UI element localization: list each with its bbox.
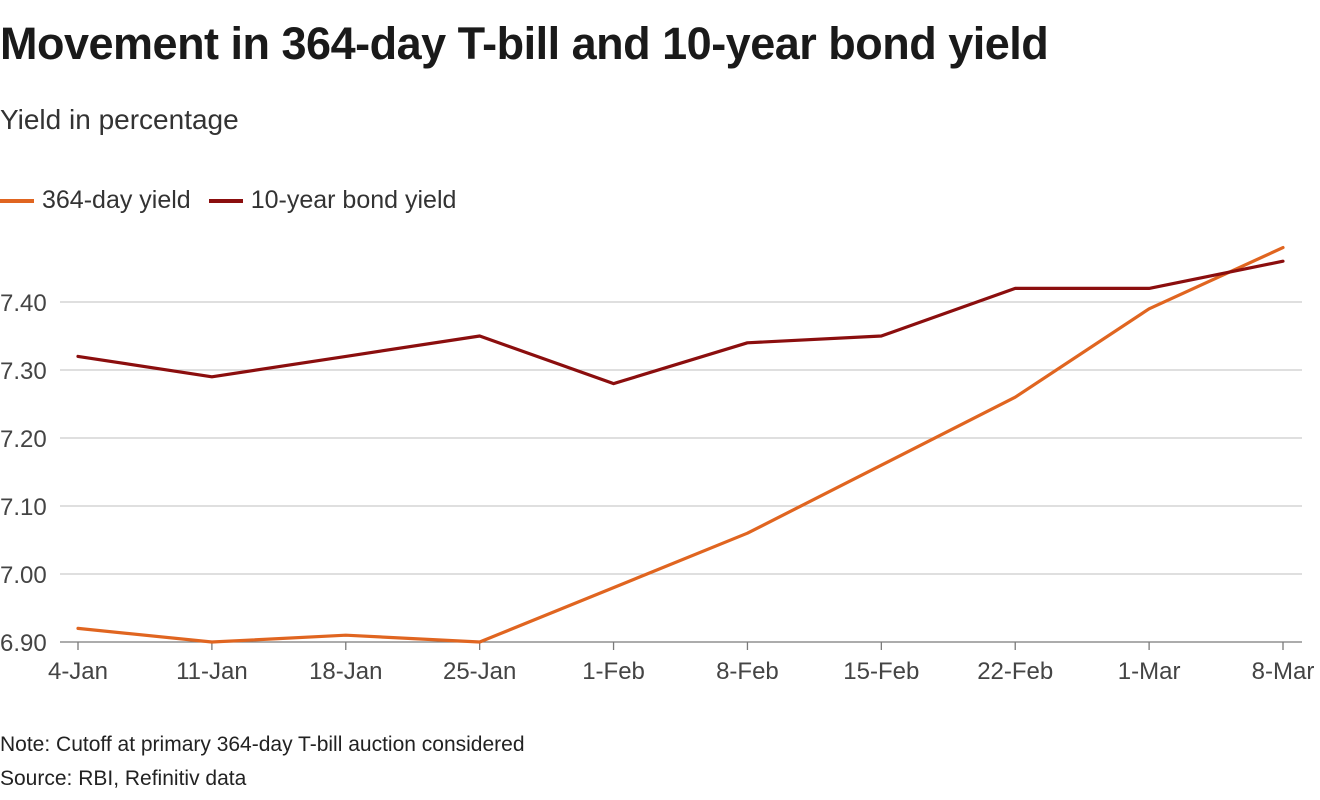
legend-label-10-year: 10-year bond yield (250, 186, 457, 214)
data-point (345, 634, 347, 636)
data-point (211, 376, 213, 378)
x-tick-label: 1-Feb (582, 658, 645, 685)
data-point (479, 641, 481, 643)
y-tick-label: 7.30 (0, 358, 47, 385)
chart-title: Movement in 364-day T-bill and 10-year b… (0, 18, 1049, 69)
data-point (1014, 396, 1016, 398)
x-tick-label: 22-Feb (977, 658, 1053, 685)
data-point (1282, 247, 1284, 249)
data-point (880, 335, 882, 337)
y-tick-label: 7.00 (0, 562, 47, 589)
series-line-10-year-bond-yield (76, 259, 1285, 386)
x-tick-label: 11-Jan (176, 658, 248, 685)
data-point (77, 355, 79, 357)
y-tick-label: 7.40 (0, 290, 47, 317)
data-point (746, 342, 748, 344)
data-point (1148, 287, 1150, 289)
y-tick-label: 6.90 (0, 630, 47, 657)
y-tick-label: 7.10 (0, 494, 47, 521)
legend-item-10-year: 10-year bond yield (208, 186, 457, 215)
data-point (479, 335, 481, 337)
x-tick-label: 8-Mar (1252, 658, 1315, 685)
y-tick-label: 7.20 (0, 426, 47, 453)
chart-note: Note: Cutoff at primary 364-day T-bill a… (0, 733, 525, 756)
legend: 364-day yield 10-year bond yield (0, 186, 474, 215)
data-point (746, 532, 748, 534)
legend-item-364-day: 364-day yield (0, 186, 191, 215)
data-point (1014, 287, 1016, 289)
data-point (211, 641, 213, 643)
data-point (1148, 308, 1150, 310)
series-line-364-day-yield (76, 246, 1285, 644)
data-point (880, 464, 882, 466)
x-tick-label: 1-Mar (1118, 658, 1181, 685)
x-tick-label: 25-Jan (443, 658, 516, 685)
data-point (77, 627, 79, 629)
x-tick-label: 15-Feb (843, 658, 919, 685)
x-tick-label: 4-Jan (48, 658, 108, 685)
legend-swatch-364-day (0, 198, 34, 203)
chart-subtitle: Yield in percentage (0, 104, 239, 135)
legend-swatch-10-year (208, 198, 243, 203)
chart-source: Source: RBI, Refinitiv data (0, 767, 247, 790)
x-tick-label: 18-Jan (309, 658, 382, 685)
data-point (1282, 260, 1284, 262)
data-point (345, 355, 347, 357)
legend-label-364-day: 364-day yield (42, 186, 191, 214)
data-point (613, 383, 615, 385)
data-point (613, 587, 615, 589)
x-tick-label: 8-Feb (716, 658, 779, 685)
